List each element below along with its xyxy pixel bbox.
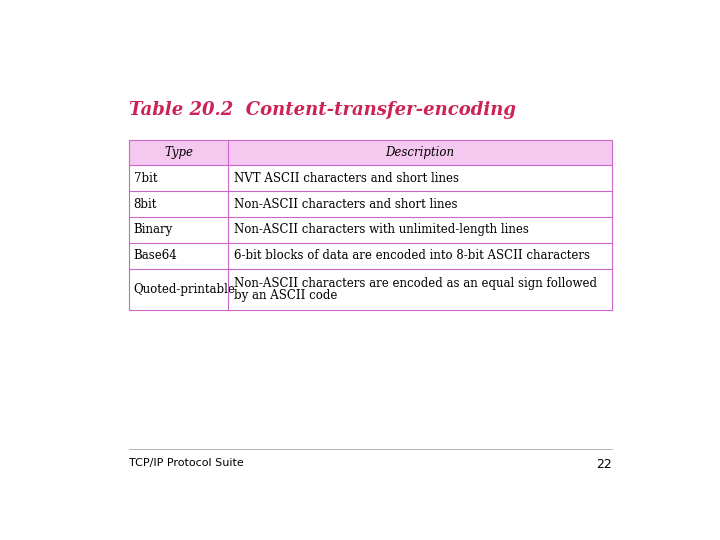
- Text: 6-bit blocks of data are encoded into 8-bit ASCII characters: 6-bit blocks of data are encoded into 8-…: [233, 249, 590, 262]
- Text: Binary: Binary: [133, 224, 173, 237]
- Text: 8bit: 8bit: [133, 198, 157, 211]
- Text: TCP/IP Protocol Suite: TCP/IP Protocol Suite: [129, 458, 244, 468]
- Text: Base64: Base64: [133, 249, 177, 262]
- Text: by an ASCII code: by an ASCII code: [233, 289, 337, 302]
- Text: Description: Description: [385, 146, 454, 159]
- Text: Quoted-printable: Quoted-printable: [133, 283, 235, 296]
- Bar: [129, 165, 612, 191]
- Text: Non-ASCII characters with unlimited-length lines: Non-ASCII characters with unlimited-leng…: [233, 224, 528, 237]
- Bar: [129, 268, 612, 310]
- Bar: [129, 243, 612, 268]
- Text: 7bit: 7bit: [133, 172, 157, 185]
- Text: Type: Type: [164, 146, 193, 159]
- Text: Non-ASCII characters and short lines: Non-ASCII characters and short lines: [233, 198, 457, 211]
- Bar: [129, 191, 612, 217]
- Text: 22: 22: [596, 458, 612, 471]
- Bar: [129, 217, 612, 243]
- Bar: [129, 140, 612, 165]
- Text: Table 20.2  Content-transfer-encoding: Table 20.2 Content-transfer-encoding: [129, 101, 516, 119]
- Text: NVT ASCII characters and short lines: NVT ASCII characters and short lines: [233, 172, 459, 185]
- Text: Non-ASCII characters are encoded as an equal sign followed: Non-ASCII characters are encoded as an e…: [233, 277, 597, 290]
